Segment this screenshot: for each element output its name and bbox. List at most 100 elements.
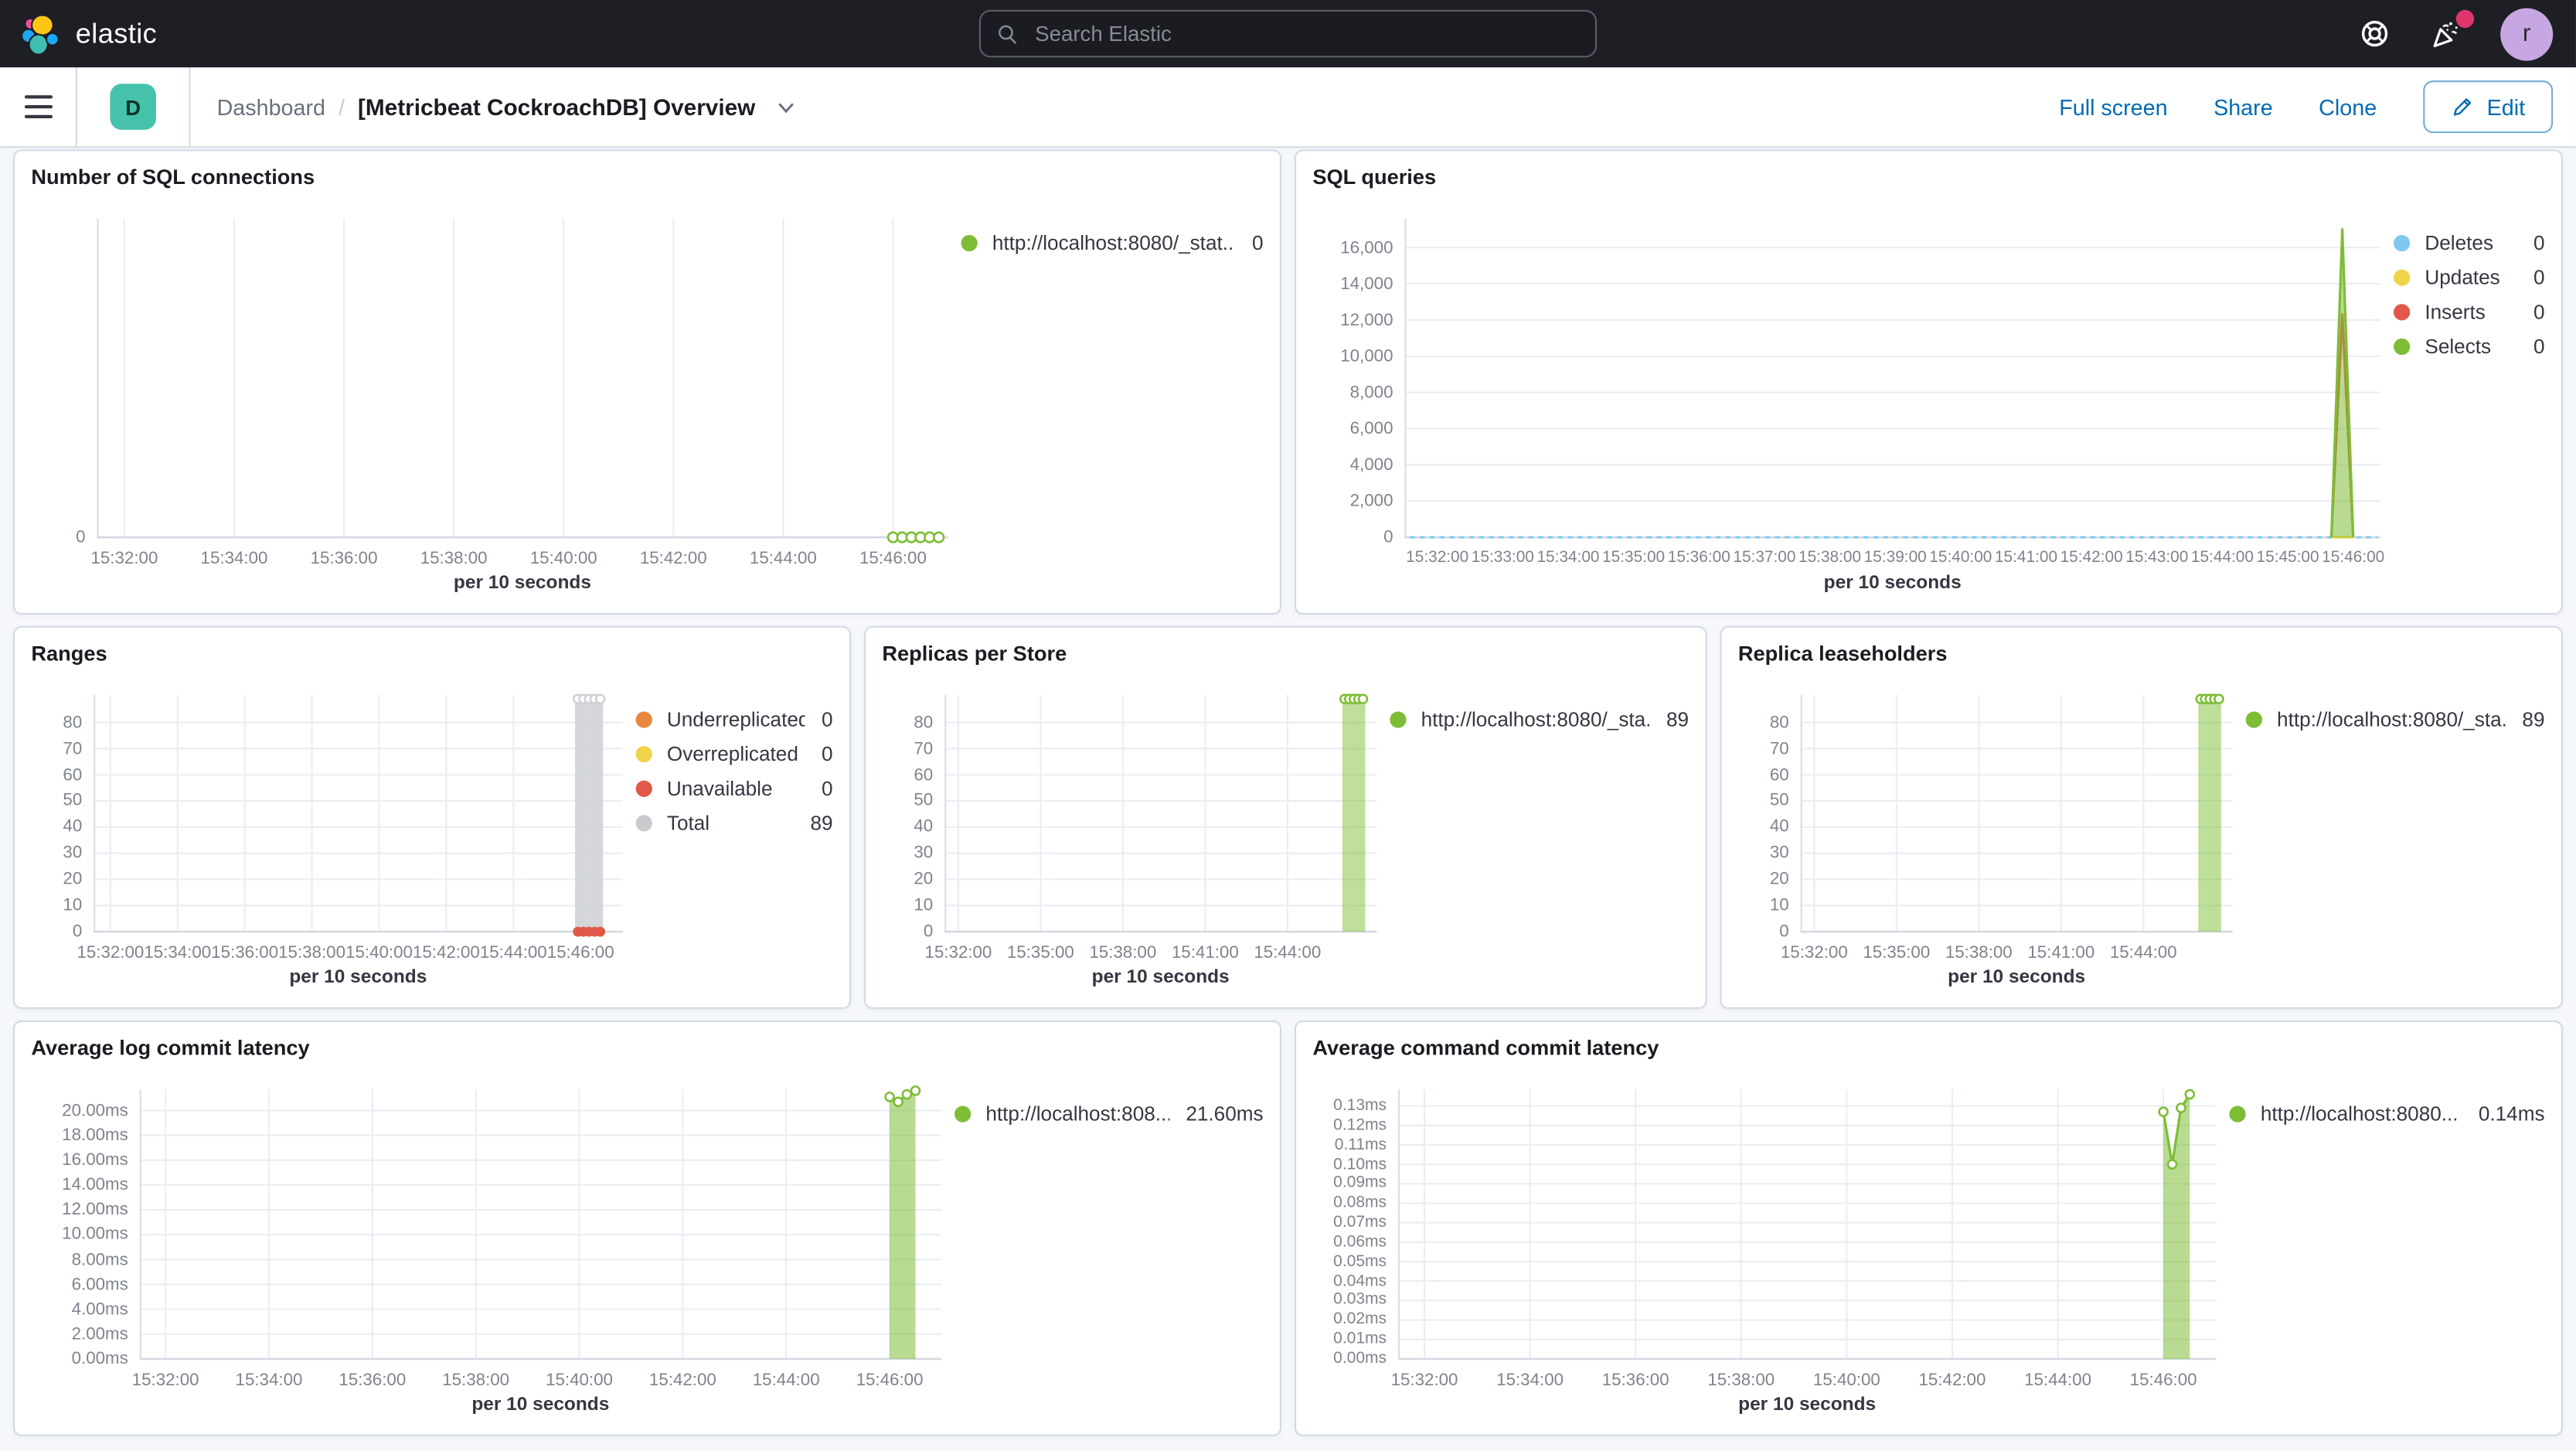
panel-replicas-per-store: Replicas per Store 80 70 60 50 40 30 20 10 0 15:… [863,625,1707,1010]
x-axis-tick: 15:45:00 [2256,548,2319,567]
y-axis: 80 70 60 50 40 30 20 10 0 [1738,695,1801,942]
full-screen-button[interactable]: Full screen [2059,94,2168,120]
breadcrumb-dashboard[interactable]: Dashboard [216,94,325,120]
y-axis-tick: 20 [914,869,934,890]
global-search[interactable] [978,9,1598,58]
share-button[interactable]: Share [2214,94,2273,120]
x-axis-tick: 15:44:00 [479,943,547,963]
legend-item[interactable]: http://localhost:8080/_stat... 0 [961,225,1264,260]
legend-value: 0 [2533,230,2545,254]
legend-value: 89 [1666,707,1690,731]
legend-item[interactable]: http://localhost:808... 21.60ms [954,1096,1264,1131]
y-axis-tick: 0 [1779,921,1789,942]
chart-legend: http://localhost:8080/_sta... 89 [1376,666,1689,994]
x-axis-title: per 10 seconds [1738,1395,1877,1415]
chart-plot[interactable] [97,218,948,543]
legend-dot-icon [635,779,652,796]
legend-item[interactable]: Unavailable 0 [635,771,833,806]
legend-item[interactable]: Deletes 0 [2393,225,2545,260]
elastic-logo[interactable]: elastic [0,12,157,55]
x-axis-tick: 15:42:00 [1918,1370,1986,1391]
y-axis: 80 70 60 50 40 30 20 10 0 [31,695,94,942]
breadcrumb: Dashboard / [Metricbeat CockroachDB] Ove… [217,94,797,120]
y-axis-tick: 20.00ms [62,1100,128,1121]
chart-plot[interactable] [1404,218,2380,539]
x-axis-tick: 15:40:00 [546,1370,613,1391]
x-axis-tick: 15:44:00 [749,548,817,569]
chart-plot[interactable] [139,1085,941,1361]
x-axis-tick: 15:38:00 [1945,943,2013,963]
y-axis-tick: 10 [63,895,83,916]
x-axis-title: per 10 seconds [1091,967,1230,988]
legend-dot-icon [2393,303,2411,320]
legend-item[interactable]: http://localhost:8080/_sta... 89 [1390,702,1689,737]
y-axis-tick: 50 [63,791,83,811]
y-axis-tick: 0.04ms [1333,1272,1387,1290]
y-axis-tick: 80 [1769,712,1789,733]
legend-dot-icon [1390,710,1407,727]
x-axis-title: per 10 seconds [453,573,591,594]
x-axis-tick: 15:36:00 [310,548,378,569]
x-axis: 15:32:00 15:34:00 15:36:00 15:38:00 15:40:00… [77,932,622,968]
panel-sql-queries: SQL queries 16,000 14,000 12,000 10,000 8,00… [1294,149,2563,615]
title-menu-chevron-icon[interactable] [775,96,797,118]
newsfeed-icon[interactable] [2428,9,2475,52]
dashboard-grid: Number of SQL connections 0 15:32:00 15:3… [0,148,2576,1436]
x-axis-tick: 15:43:00 [2125,548,2189,567]
legend-value: 0 [2533,299,2545,323]
x-axis-tick: 15:46:00 [546,943,614,963]
legend-dot-icon [2245,710,2262,727]
y-axis: 16,000 14,000 12,000 10,000 8,000 6,000 4,000 2… [1312,219,1404,547]
y-axis-tick: 60 [63,765,83,785]
chart-plot[interactable] [1800,693,2233,933]
menu-button[interactable] [0,67,76,146]
legend-label: Underreplicated [666,707,805,731]
chart-canvas [139,1085,941,1361]
panel-ranges: Ranges 80 70 60 50 40 30 20 10 0 15:32:00 15:34:0… [13,625,851,1010]
legend-item[interactable]: Updates 0 [2393,260,2545,295]
y-axis-tick: 70 [1769,738,1789,759]
space-badge[interactable]: D [110,83,156,130]
x-axis-tick: 15:40:00 [1812,1370,1880,1391]
x-axis-tick: 15:37:00 [1733,548,1796,567]
y-axis-tick: 4.00ms [71,1299,128,1320]
legend-item[interactable]: Selects 0 [2393,329,2545,363]
y-axis-tick: 18.00ms [62,1125,128,1146]
panel-replica-leaseholders: Replica leaseholders 80 70 60 50 40 30 20 10 0 1… [1720,625,2563,1010]
x-axis-tick: 15:34:00 [1536,548,1600,567]
legend-item[interactable]: Underreplicated 0 [635,702,833,737]
legend-value: 0 [822,776,833,800]
x-axis-tick: 15:41:00 [1994,548,2058,567]
legend-value: 0 [822,741,833,765]
avatar[interactable]: r [2500,7,2554,60]
breadcrumb-separator: / [338,94,345,120]
y-axis-tick: 2.00ms [71,1323,128,1344]
legend-item[interactable]: Inserts 0 [2393,294,2545,329]
legend-item[interactable]: Total 89 [635,806,833,840]
legend-value: 0 [1252,230,1264,254]
y-axis-tick: 0 [72,921,83,942]
chart-plot[interactable] [1397,1088,2217,1361]
y-axis-tick: 0.05ms [1333,1252,1387,1271]
y-axis-tick: 40 [914,817,934,837]
panel-title: SQL queries [1312,164,1437,189]
legend-item[interactable]: Overreplicated 0 [635,736,833,771]
legend-value: 89 [810,810,833,834]
y-axis-tick: 8,000 [1349,382,1393,403]
chart-plot[interactable] [94,693,623,937]
help-icon[interactable] [2356,15,2392,52]
legend-item[interactable]: http://localhost:8080... 0.14ms [2229,1096,2545,1131]
x-axis-tick: 15:38:00 [442,1370,510,1391]
y-axis-tick: 30 [1769,843,1789,863]
edit-button[interactable]: Edit [2422,80,2554,134]
x-axis-tick: 15:38:00 [1707,1370,1775,1391]
x-axis-tick: 15:40:00 [1929,548,1992,567]
chart-plot[interactable] [944,693,1377,933]
clone-button[interactable]: Clone [2319,94,2377,120]
x-axis-tick: 15:38:00 [1798,548,1862,567]
y-axis-tick: 60 [1769,765,1789,785]
search-input[interactable] [1031,19,1579,48]
legend-item[interactable]: http://localhost:8080/_sta... 89 [2245,702,2545,737]
chart-legend: http://localhost:8080... 0.14ms [2216,1060,2545,1422]
panel-title: Ranges [31,640,107,666]
